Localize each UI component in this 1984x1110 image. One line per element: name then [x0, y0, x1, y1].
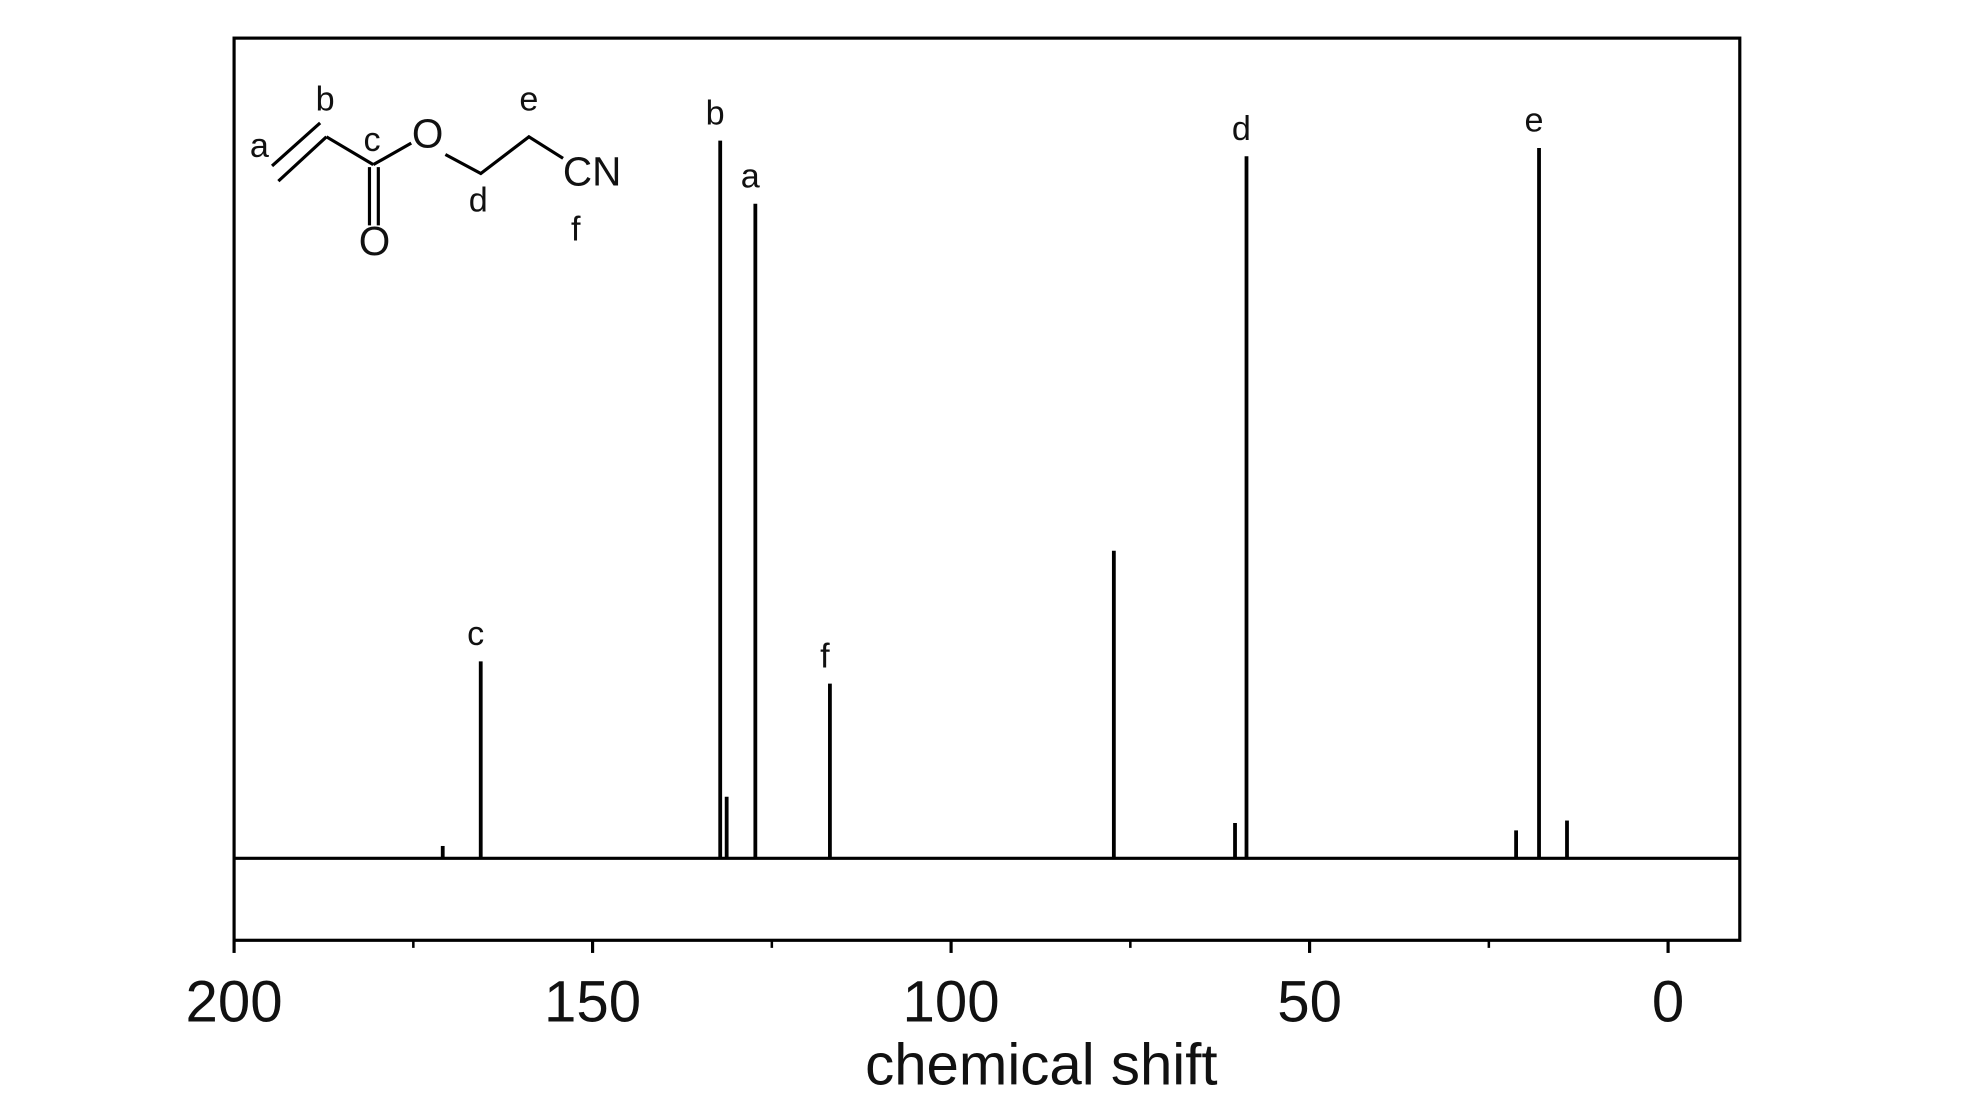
atom-label: CN — [563, 148, 621, 194]
structure-inset — [270, 121, 564, 226]
peak-label: d — [1232, 110, 1251, 148]
x-axis-title: chemical shift — [865, 1033, 1217, 1098]
plot-frame — [232, 36, 1742, 942]
x-tick-label: 100 — [903, 969, 1000, 1034]
x-tick-label: 0 — [1652, 969, 1684, 1034]
x-tick-label: 150 — [544, 969, 641, 1034]
atom-label: O — [359, 218, 390, 264]
position-label: e — [519, 80, 538, 118]
peak-label: c — [467, 615, 484, 653]
position-label: a — [250, 127, 269, 165]
position-label: f — [571, 211, 581, 249]
peak-label: f — [820, 637, 830, 675]
peak-label: b — [706, 94, 725, 132]
x-tick-label: 200 — [186, 969, 283, 1034]
position-label: c — [363, 121, 380, 159]
x-tick-label: 50 — [1277, 969, 1342, 1034]
peak-label: a — [741, 158, 760, 196]
bond — [270, 121, 564, 226]
position-label: d — [469, 182, 488, 220]
atom-label: O — [412, 111, 443, 157]
peak-label: e — [1524, 102, 1543, 140]
position-label: b — [316, 80, 335, 118]
